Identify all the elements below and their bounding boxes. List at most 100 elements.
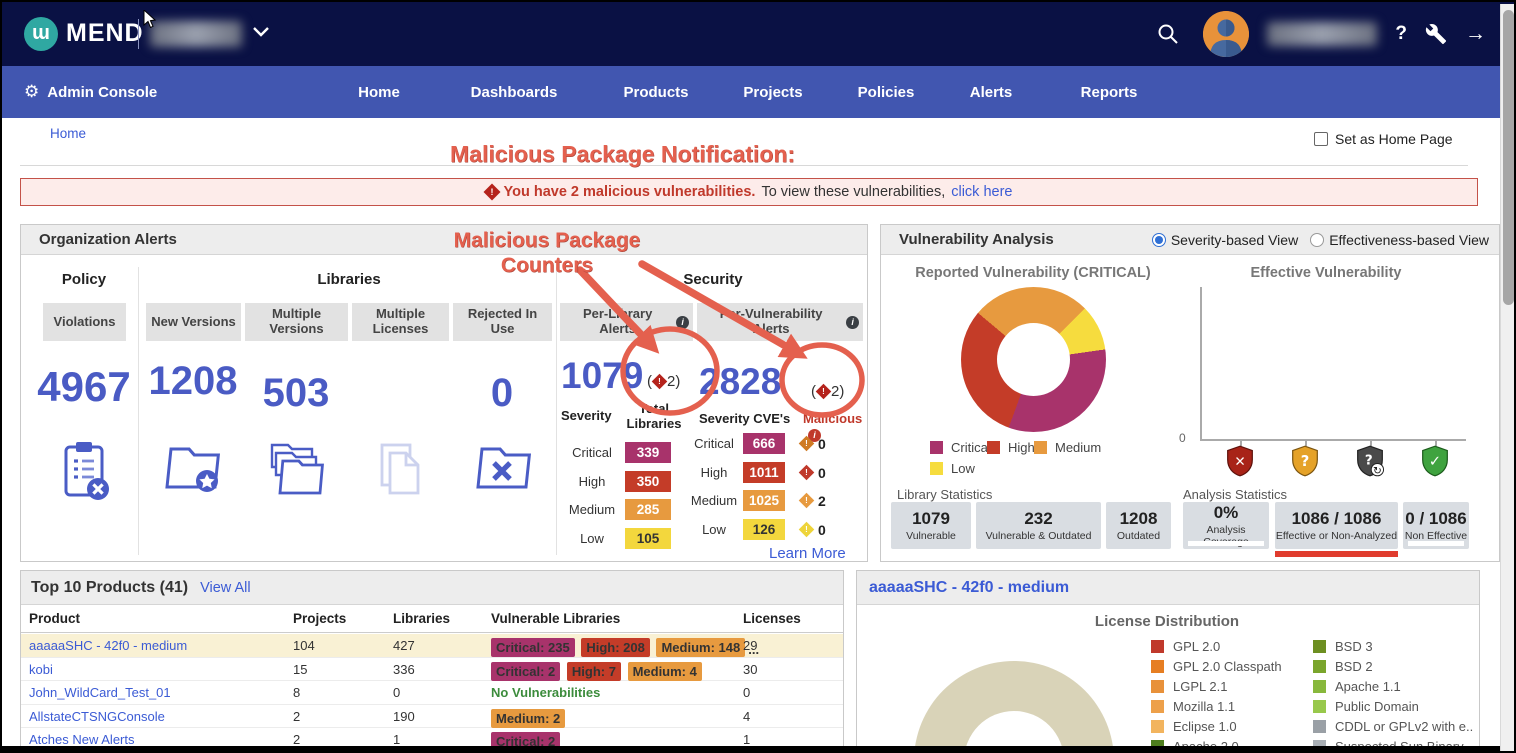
divider (138, 267, 139, 555)
malicious-count: 0 (818, 521, 826, 538)
license-distribution-panel: aaaaaSHC - 42f0 - medium License Distrib… (856, 570, 1480, 747)
logout-icon[interactable]: → (1465, 22, 1486, 45)
folder-star-icon (165, 447, 221, 492)
window-frame-bottom (2, 746, 1502, 751)
license-panel-title[interactable]: aaaaaSHC - 42f0 - medium (869, 578, 1070, 596)
breadcrumb[interactable]: Home (50, 126, 87, 141)
severity-count-chip: 285 (625, 499, 671, 520)
nav-projects[interactable]: Projects (743, 83, 803, 101)
legend-high: High (987, 440, 1035, 455)
severity-label: Critical (572, 445, 612, 460)
click-here-link[interactable]: click here (951, 184, 1013, 200)
folder-stack-icon (270, 443, 324, 495)
user-avatar[interactable] (1203, 11, 1250, 57)
legend-public-domain: Public Domain (1313, 699, 1419, 714)
malicious-count: 2 (818, 492, 826, 509)
per-library-label: Per-Library Alerts (582, 306, 653, 336)
severity-cve-header: Severity CVE's (699, 411, 791, 426)
wrench-icon[interactable] (1425, 23, 1447, 45)
info-icon[interactable]: i (676, 315, 689, 329)
group-policy: Policy (61, 271, 107, 288)
axis-zero-label: 0 (1179, 431, 1186, 445)
severity-count-chip: 339 (625, 442, 671, 463)
nav-dashboards[interactable]: Dashboards (470, 83, 558, 101)
product-link[interactable]: AllstateCTSNGConsole (29, 708, 165, 724)
severity-count-chip: 350 (625, 471, 671, 492)
annotation-counters-label: Counters (500, 254, 594, 277)
info-icon[interactable]: i (808, 429, 821, 442)
admin-console[interactable]: ⚙ Admin Console (24, 66, 157, 118)
table-row[interactable]: AllstateCTSNGConsole 2 190 Medium: 2 4 (21, 705, 843, 728)
col-per-vulnerability-alerts: Per-Vulnerability Alerts i (697, 303, 863, 341)
top-products-panel: Top 10 Products (41) View All Product Pr… (20, 570, 844, 747)
license-distribution-title: License Distribution (1094, 613, 1240, 630)
product-link[interactable]: John_WildCard_Test_01 (29, 685, 171, 700)
effective-vulnerability-title: Effective Vulnerability (1250, 265, 1402, 281)
effectiveness-based-view-radio[interactable]: Effectiveness-based View (1310, 232, 1489, 248)
vuln-chip: Medium: 148 (656, 638, 746, 657)
col-multiple-versions: Multiple Versions (245, 303, 348, 341)
malicious-diamond-icon: ! (798, 435, 815, 452)
reported-vulnerability-donut-chart (961, 287, 1106, 432)
cve-severity-label: Critical (694, 436, 734, 451)
org-alerts-title: Organization Alerts (39, 231, 177, 248)
organization-alerts-panel: Organization Alerts Policy Libraries Sec… (20, 224, 868, 562)
cve-count-chip: 666 (743, 433, 785, 454)
severity-based-view-radio[interactable]: Severity-based View (1151, 232, 1298, 248)
stat-non-effective: 0 / 1086 Non Effective (1403, 502, 1469, 549)
legend-low: Low (930, 461, 975, 476)
product-link[interactable]: Atches New Alerts (29, 732, 135, 747)
vertical-scrollbar[interactable] (1500, 4, 1514, 751)
gear-icon: ⚙ (24, 82, 40, 101)
vuln-chip: Medium: 2 (491, 708, 566, 728)
svg-text:↻: ↻ (1373, 465, 1382, 477)
product-link[interactable]: aaaaaSHC - 42f0 - medium (29, 638, 188, 653)
axis-tick (1305, 441, 1307, 446)
stat-vulnerable: 1079 Vulnerable (891, 502, 971, 549)
help-icon[interactable]: ? (1395, 23, 1407, 44)
search-icon[interactable] (1157, 23, 1179, 45)
chevron-down-icon[interactable] (252, 26, 270, 38)
severity-count-chip: 105 (625, 528, 671, 549)
learn-more-link[interactable]: Learn More (769, 545, 846, 562)
table-row[interactable]: Atches New Alerts 2 1 Critical: 2 1 (21, 728, 843, 747)
org-selector-blurred[interactable] (150, 21, 242, 47)
mend-logo-icon[interactable]: ɯ (24, 17, 58, 51)
malicious-diamond-icon: ! (798, 464, 815, 481)
malicious-diamond-icon: ! (798, 492, 815, 509)
scrollbar-thumb[interactable] (1503, 10, 1514, 305)
vuln-chip: High: 208 (581, 638, 650, 657)
nav-home[interactable]: Home (358, 83, 400, 101)
col-per-library-alerts: Per-Library Alerts i (560, 303, 693, 341)
alert-diamond-icon: ! (483, 183, 500, 201)
no-vulnerabilities-label: No Vulnerabilities (491, 685, 601, 700)
vuln-chip: Critical: 235 (491, 638, 575, 657)
nav-products[interactable]: Products (623, 83, 689, 101)
table-row[interactable]: John_WildCard_Test_01 8 0 No Vulnerabili… (21, 681, 843, 705)
divider (556, 267, 557, 555)
info-icon[interactable]: i (846, 315, 859, 329)
severity-label: High (578, 474, 606, 489)
nav-policies[interactable]: Policies (857, 83, 915, 101)
table-row[interactable]: kobi 15 336 Critical: 2 High: 7 Medium: … (21, 658, 843, 681)
topbar-divider (138, 19, 139, 49)
vuln-chip: Critical: 2 (491, 732, 561, 746)
x-axis (1200, 439, 1466, 441)
severity-header: Severity (561, 408, 612, 423)
view-all-link[interactable]: View All (200, 579, 251, 596)
svg-text:✓: ✓ (1429, 453, 1441, 470)
brand-name[interactable]: MEND (66, 19, 144, 47)
shield-gray-question-refresh-icon: ? ↻ (1357, 445, 1385, 477)
vuln-analysis-title: Vulnerability Analysis (899, 231, 1054, 248)
nav-reports[interactable]: Reports (1080, 83, 1138, 101)
product-link[interactable]: kobi (29, 661, 53, 677)
table-row[interactable]: aaaaaSHC - 42f0 - medium 104 427 Critica… (21, 634, 843, 658)
nav-alerts[interactable]: Alerts (969, 83, 1013, 101)
new-versions-count: 1208 (148, 359, 238, 403)
cve-severity-label: Medium (690, 493, 738, 508)
analysis-statistics-label: Analysis Statistics (1183, 487, 1288, 502)
cve-count-chip: 126 (743, 519, 785, 540)
svg-text:?: ? (1301, 453, 1310, 470)
set-home-checkbox[interactable] (1314, 132, 1328, 146)
